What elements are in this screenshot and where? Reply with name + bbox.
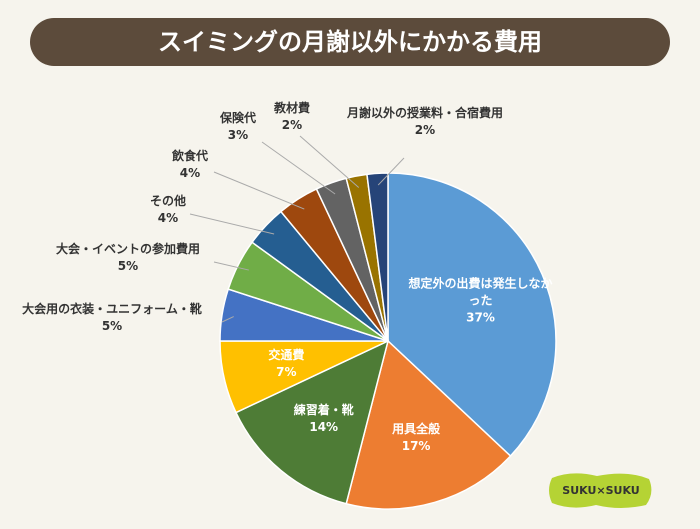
slice-label: 教材費 2% [274,100,310,134]
category-label: 想定外の出費は発生しなかった [408,276,553,308]
logo: SUKU×SUKU [562,484,639,497]
category-label: 大会・イベントの参加費用 [55,242,201,256]
leader-line [213,171,305,210]
category-label: 交通費 [268,347,305,362]
value-label: 4% [179,166,201,180]
value-label: 2% [414,123,436,137]
slice-label: その他 4% [150,193,186,227]
value-label: 5% [117,259,139,273]
slice-label: 大会・イベントの参加費用 5% [56,241,200,275]
value-label: 3% [227,128,249,142]
slice-label: 練習着・靴 14% [279,402,369,436]
category-label: 保険代 [219,111,257,125]
logo-bg [549,473,652,508]
title-bar [30,18,670,66]
leader-line [377,157,405,186]
value-label: 2% [281,118,303,132]
category-label: 練習着・靴 [293,402,354,417]
leader-line [221,316,234,323]
category-label: 飲食代 [171,149,209,163]
chart-title: スイミングの月謝以外にかかる費用 [158,28,542,56]
slice-label: 保険代 3% [220,110,256,144]
pie-slice [366,172,389,342]
category-label: 大会用の衣装・ユニフォーム・靴 [22,302,202,316]
slice-label: 飲食代 4% [172,148,208,182]
value-label: 5% [101,319,123,333]
category-label: その他 [149,194,187,208]
category-label: 月謝以外の授業料・合宿費用 [346,106,504,120]
value-label: 7% [276,364,297,379]
slice-label: 想定外の出費は発生しなかった 37% [406,275,556,326]
category-label: 用具全般 [392,421,441,436]
pie-slice [345,339,512,510]
category-label: 教材費 [273,101,311,115]
slice-label: 交通費 7% [256,347,316,381]
pie-slice [234,339,390,505]
pie-slice [387,172,557,458]
slice-label: 用具全般 17% [371,421,461,455]
leader-line [189,213,275,235]
slice-label: 大会用の衣装・ユニフォーム・靴 5% [22,301,202,335]
leader-line [261,141,336,195]
value-label: 17% [401,438,431,453]
slice-label: 月謝以外の授業料・合宿費用 2% [347,105,503,139]
leader-line [213,261,249,271]
value-label: 14% [309,419,339,434]
value-label: 37% [466,310,495,325]
value-label: 4% [157,211,179,225]
leader-line [299,135,360,188]
